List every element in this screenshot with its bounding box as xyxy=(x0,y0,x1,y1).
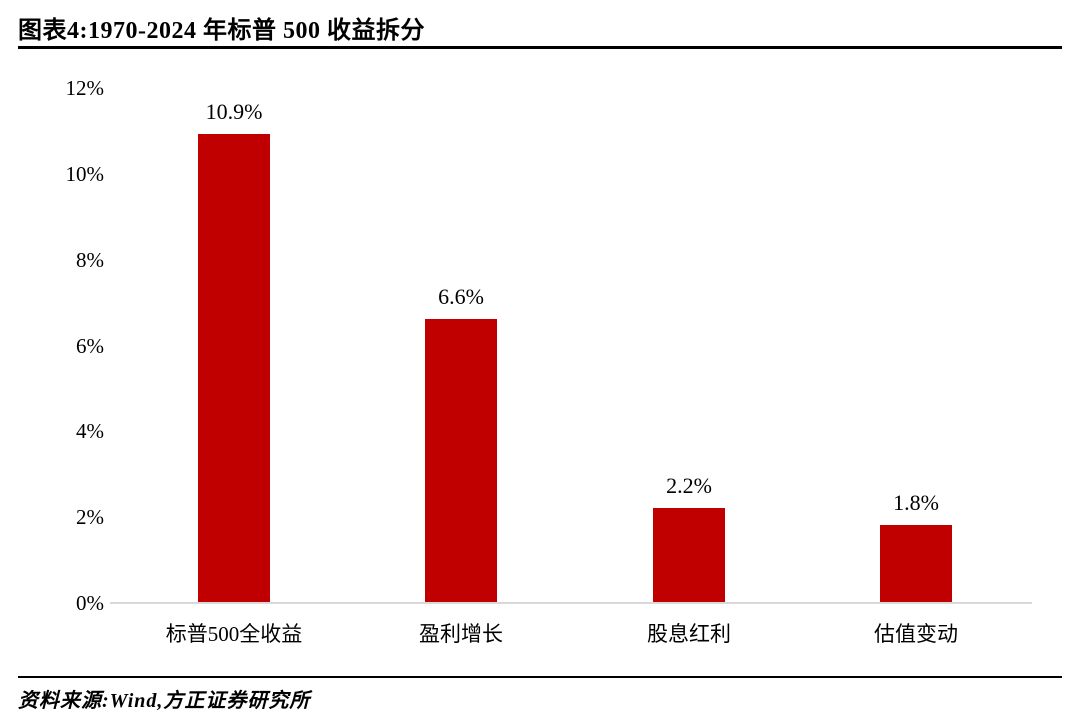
footer-divider xyxy=(18,676,1062,678)
bar-1 xyxy=(198,134,270,602)
x-axis-category-label: 标普500全收益 xyxy=(165,622,303,646)
bar-3 xyxy=(653,508,725,602)
x-axis-category-label: 估值变动 xyxy=(874,622,958,646)
title-divider xyxy=(18,46,1062,49)
bar-value-label: 6.6% xyxy=(438,284,484,309)
y-axis-tick-label: 12% xyxy=(65,76,105,100)
bar-4 xyxy=(880,525,952,602)
y-axis-tick-label: 2% xyxy=(76,505,104,530)
bar-value-label: 10.9% xyxy=(205,99,263,124)
x-axis-line xyxy=(110,602,1032,604)
y-axis-tick-label: 10% xyxy=(65,161,105,186)
y-axis-tick-label: 0% xyxy=(76,591,104,615)
source-text: 资料来源:Wind,方正证券研究所 xyxy=(18,690,311,712)
y-axis-tick-label: 8% xyxy=(76,247,104,272)
bar-value-label: 1.8% xyxy=(893,490,939,515)
bar-2 xyxy=(425,319,497,602)
x-axis-category-label: 股息红利 xyxy=(647,622,731,646)
x-axis-category-label: 盈利增长 xyxy=(419,622,503,646)
chart-title: 图表4:1970-2024 年标普 500 收益拆分 xyxy=(18,18,425,44)
y-axis-tick-label: 4% xyxy=(76,419,104,444)
y-axis-tick-label: 6% xyxy=(76,333,104,358)
bar-value-label: 2.2% xyxy=(666,473,712,498)
